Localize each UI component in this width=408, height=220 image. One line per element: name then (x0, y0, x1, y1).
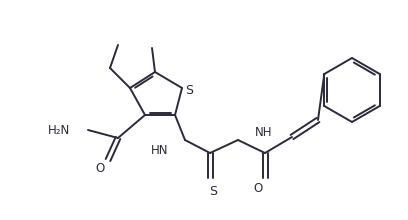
Text: O: O (95, 161, 104, 174)
Text: O: O (253, 182, 263, 194)
Text: S: S (209, 185, 217, 198)
Text: S: S (185, 84, 193, 97)
Text: NH: NH (255, 125, 273, 139)
Text: H₂N: H₂N (48, 123, 70, 136)
Text: HN: HN (151, 143, 168, 156)
